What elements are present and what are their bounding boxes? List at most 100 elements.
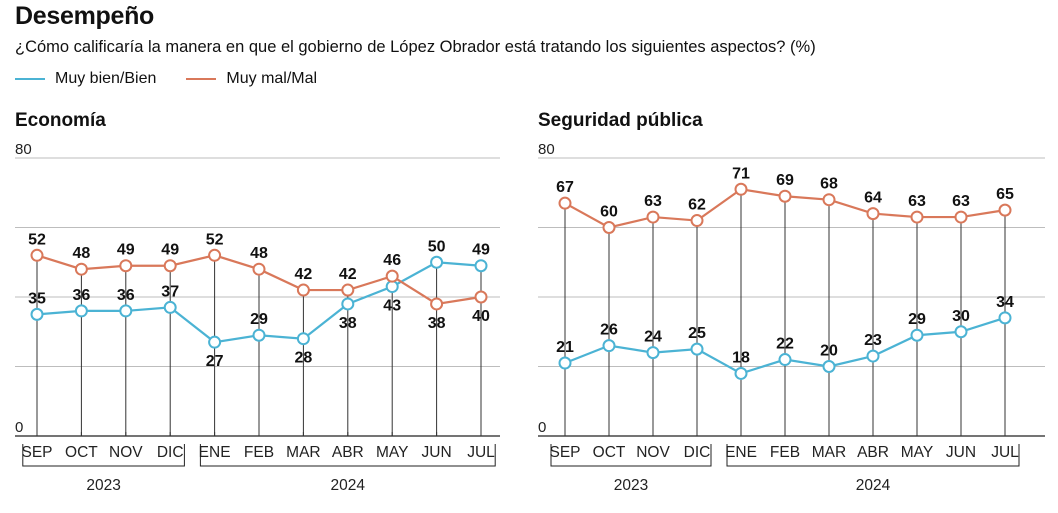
economia-data-point [474, 290, 488, 304]
seguridad-y-tick-label: 0 [538, 419, 546, 436]
seguridad-data-label: 21 [556, 339, 574, 356]
seguridad-data-label: 30 [952, 308, 970, 325]
economia-data-point [385, 269, 399, 283]
seguridad-data-point [822, 193, 836, 207]
economia-data-point [430, 255, 444, 269]
legend-swatch-positive [15, 78, 45, 80]
economia-y-tick-label: 80 [15, 141, 32, 158]
panel-title-economia: Economía [15, 110, 106, 131]
economia-data-label: 40 [472, 308, 490, 325]
seguridad-year-bracket [550, 444, 712, 467]
economia-data-point [119, 259, 133, 273]
economia-data-point [208, 335, 222, 349]
economia-data-point [474, 259, 488, 273]
seguridad-data-label: 26 [600, 322, 618, 339]
economia-data-label: 49 [117, 242, 135, 259]
seguridad-data-label: 62 [688, 197, 706, 214]
economia-data-point [163, 300, 177, 314]
economia-y-tick-label: 0 [15, 419, 23, 436]
seguridad-data-label: 65 [996, 186, 1014, 203]
seguridad-data-point [910, 210, 924, 224]
economia-data-label: 52 [28, 231, 46, 248]
legend-swatch-negative [186, 78, 217, 80]
seguridad-data-label: 64 [864, 190, 882, 207]
economia-data-label: 50 [428, 238, 446, 255]
economia-year-bracket [199, 444, 496, 467]
seguridad-data-point [998, 311, 1012, 325]
seguridad-data-point [954, 325, 968, 339]
economia-x-tick-label: ENE [199, 444, 231, 461]
panel-title-seguridad: Seguridad pública [538, 110, 703, 131]
legend-label-negative: Muy mal/Mal [226, 70, 318, 87]
seguridad-data-point [734, 366, 748, 380]
economia-data-label: 52 [206, 231, 224, 248]
economia-x-tick-label: NOV [109, 444, 143, 461]
seguridad-data-point [558, 196, 572, 210]
seguridad-data-label: 24 [644, 329, 662, 346]
seguridad-data-label: 63 [952, 193, 970, 210]
economia-x-tick-label: SEP [21, 444, 52, 461]
economia-data-label: 46 [383, 252, 401, 269]
economia-data-label: 42 [295, 266, 313, 283]
seguridad-year-label: 2024 [856, 477, 891, 494]
economia-data-label: 37 [161, 283, 179, 300]
seguridad-data-point [778, 189, 792, 203]
chart-subtitle: ¿Cómo calificaría la manera en que el go… [15, 38, 816, 56]
economia-data-label: 49 [472, 242, 490, 259]
economia-data-point [341, 283, 355, 297]
economia-data-point [163, 259, 177, 273]
seguridad-data-label: 29 [908, 311, 926, 328]
seguridad-data-point [646, 210, 660, 224]
economia-data-point [119, 304, 133, 318]
seguridad-x-tick-label: FEB [770, 444, 800, 461]
seguridad-x-tick-label: ENE [725, 444, 757, 461]
economia-x-tick-label: MAY [376, 444, 408, 461]
seguridad-data-label: 22 [776, 336, 794, 353]
seguridad-data-point [778, 353, 792, 367]
seguridad-data-label: 71 [732, 165, 750, 182]
economia-data-point [296, 332, 310, 346]
economia-data-label: 49 [161, 242, 179, 259]
seguridad-data-label: 63 [908, 193, 926, 210]
seguridad-x-tick-label: ABR [857, 444, 889, 461]
economia-data-label: 36 [73, 287, 91, 304]
economia-year-label: 2024 [331, 477, 366, 494]
economia-data-point [341, 297, 355, 311]
seguridad-data-label: 60 [600, 204, 618, 221]
economia-data-label: 28 [295, 350, 313, 367]
economia-data-point [30, 248, 44, 262]
seguridad-x-tick-label: JUN [946, 444, 976, 461]
economia-data-point [296, 283, 310, 297]
economia-data-point [430, 297, 444, 311]
legend-label-positive: Muy bien/Bien [55, 70, 157, 87]
seguridad-data-point [646, 346, 660, 360]
economia-x-tick-label: JUL [467, 444, 495, 461]
seguridad-x-tick-label: NOV [636, 444, 670, 461]
seguridad-x-tick-label: SEP [549, 444, 580, 461]
economia-data-point [74, 262, 88, 276]
seguridad-x-tick-label: DIC [684, 444, 711, 461]
seguridad-year-label: 2023 [614, 477, 648, 494]
seguridad-x-tick-label: OCT [593, 444, 626, 461]
legend-item-negative: Muy mal/Mal [186, 70, 317, 88]
seguridad-data-label: 67 [556, 179, 574, 196]
economia-data-label: 27 [206, 353, 224, 370]
economia-year-bracket [22, 444, 185, 467]
economia-data-point [385, 280, 399, 294]
economia-data-point [252, 328, 266, 342]
economia-data-label: 43 [383, 298, 401, 315]
economia-year-label: 2023 [86, 477, 120, 494]
seguridad-data-point [558, 356, 572, 370]
seguridad-data-label: 25 [688, 325, 706, 342]
economia-data-label: 38 [428, 315, 446, 332]
economia-data-point [208, 248, 222, 262]
seguridad-data-point [602, 221, 616, 234]
economia-x-tick-label: DIC [157, 444, 184, 461]
seguridad-data-point [734, 182, 748, 196]
seguridad-year-bracket [726, 444, 1020, 467]
economia-data-label: 42 [339, 266, 357, 283]
seguridad-data-point [954, 210, 968, 224]
seguridad-x-tick-label: MAY [901, 444, 933, 461]
seguridad-data-label: 23 [864, 332, 882, 349]
